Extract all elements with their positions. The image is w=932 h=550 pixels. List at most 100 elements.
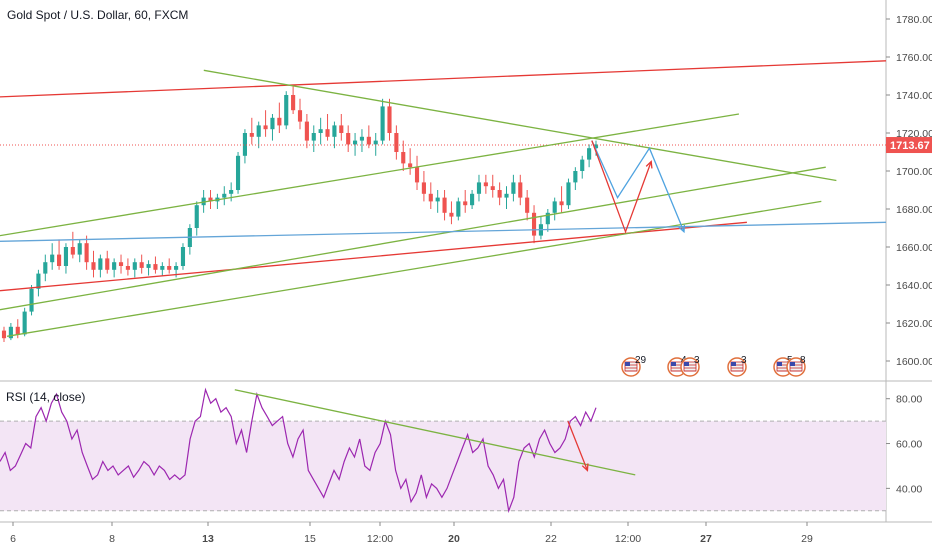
candle-body	[70, 247, 75, 255]
candle-body	[353, 140, 358, 145]
candle-body	[442, 197, 447, 213]
time-tick-label: 12:00	[615, 533, 641, 545]
candle-body	[380, 106, 385, 141]
event-flag-icon[interactable]: 29	[621, 355, 647, 377]
candle-body	[284, 95, 289, 126]
candle-body	[414, 167, 420, 183]
candle-body	[1, 330, 7, 339]
event-flag-canton	[731, 362, 736, 366]
rsi-tick-label: 40.00	[896, 483, 922, 495]
last-price-label: 1713.67	[890, 140, 930, 152]
price-tick-label: 1740.00	[896, 90, 932, 102]
candle-body	[8, 326, 13, 339]
candle-body	[57, 254, 62, 266]
candle-body	[525, 197, 530, 213]
candle-body	[511, 182, 516, 194]
candle-body	[304, 121, 309, 141]
candle-body	[490, 186, 495, 190]
projection-path	[567, 420, 589, 471]
candle-body	[50, 254, 55, 263]
candle-body	[98, 258, 103, 270]
candle-body	[174, 266, 179, 270]
candle-body	[435, 197, 440, 202]
candle-body	[483, 182, 488, 187]
candle-body	[263, 125, 268, 130]
candle-body	[91, 262, 96, 270]
price-tick-label: 1720.00	[896, 128, 932, 140]
candle-body	[580, 159, 585, 171]
candle-body	[15, 326, 20, 335]
candle-body	[291, 95, 296, 111]
candle-body	[545, 212, 550, 225]
time-tick-label: 22	[545, 533, 557, 545]
candle-body	[208, 197, 213, 202]
candle-body	[167, 266, 172, 270]
candle-body	[504, 193, 509, 198]
candle-body	[318, 129, 323, 133]
event-flag-canton	[671, 362, 676, 366]
candle-body	[63, 247, 69, 266]
candle-body	[22, 311, 27, 335]
event-flag-canton	[625, 362, 630, 366]
candle-body	[84, 243, 89, 263]
candle-body	[201, 197, 206, 206]
candle-body	[242, 133, 247, 156]
candle-body	[587, 148, 592, 160]
candle-body	[346, 133, 351, 145]
projection-path	[591, 140, 685, 233]
candle-body	[277, 117, 282, 126]
candle-body	[394, 133, 399, 152]
candle-body	[401, 152, 406, 164]
candle-body	[332, 125, 337, 137]
candle-body	[339, 125, 344, 133]
event-flag-icon[interactable]: 3	[680, 355, 700, 377]
event-flag-icon[interactable]: 8	[786, 355, 806, 377]
event-flag-canton	[684, 362, 689, 366]
candle-body	[112, 262, 117, 270]
candle-body	[194, 205, 199, 228]
price-tick-label: 1700.00	[896, 166, 932, 178]
time-tick-label: 15	[304, 533, 316, 545]
candle-body	[160, 266, 165, 270]
event-flag-icon[interactable]: 3	[727, 355, 747, 377]
rsi-tick-label: 60.00	[896, 439, 922, 451]
candle-body	[552, 201, 557, 213]
candle-body	[139, 262, 144, 268]
candle-body	[531, 212, 537, 236]
candle-body	[43, 262, 48, 274]
price-tick-label: 1620.00	[896, 318, 932, 330]
candle-body	[105, 258, 110, 270]
time-tick-label: 6	[10, 533, 16, 545]
candle-body	[470, 193, 475, 206]
candle-body	[297, 110, 303, 122]
candle-body	[428, 193, 433, 202]
price-tick-label: 1660.00	[896, 242, 932, 254]
time-tick-label: 27	[700, 533, 712, 545]
price-tick-label: 1600.00	[896, 356, 932, 368]
candle-body	[229, 190, 234, 194]
candle-body	[235, 155, 241, 190]
candle-body	[180, 247, 186, 266]
candle-body	[559, 201, 564, 206]
candle-body	[497, 190, 502, 198]
candle-body	[593, 144, 599, 149]
candle-body	[153, 264, 158, 270]
candle-body	[421, 182, 426, 194]
candle-body	[270, 117, 275, 130]
candle-body	[463, 201, 468, 206]
projection-path	[591, 140, 652, 234]
last-price-tag	[886, 137, 932, 154]
candle-body	[29, 288, 34, 312]
time-tick-label: 20	[448, 533, 460, 545]
candle-body	[573, 171, 578, 183]
event-count-label: 3	[741, 355, 747, 366]
event-flag-canton	[777, 362, 782, 366]
rsi-trendline	[234, 389, 636, 476]
candle-body	[449, 212, 454, 217]
projection-arrowhead	[581, 463, 589, 472]
price-tick-label: 1780.00	[896, 14, 932, 26]
time-tick-label: 29	[801, 533, 813, 545]
candle-body	[146, 264, 151, 268]
